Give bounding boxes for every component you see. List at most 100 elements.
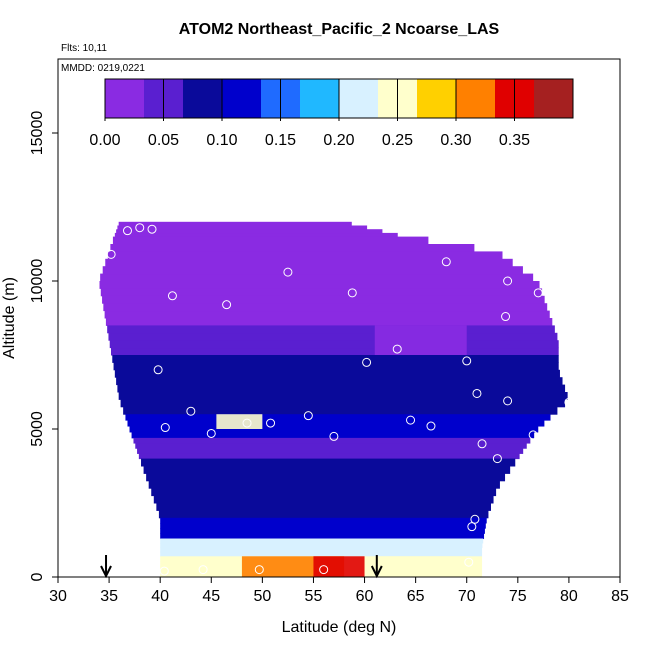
sample-point-6 [222, 300, 232, 310]
flight-arrowhead-1 [370, 565, 383, 579]
colorbar: 0.00 0.05 0.10 0.15 0.20 0.25 0.30 0.35 [89, 78, 574, 149]
heatmap-layer-11 [160, 533, 485, 540]
colorbar-swatch-8 [417, 79, 457, 118]
sample-point-10 [503, 276, 513, 286]
sample-point-36 [159, 566, 169, 576]
heatmap-layer-12 [160, 542, 483, 548]
sample-point-9 [441, 257, 451, 267]
sample-point-22 [303, 411, 313, 421]
heatmap-layer-12 [160, 551, 483, 557]
chart-title: ATOM2 Northeast_Pacific_2 Ncoarse_LAS [179, 21, 500, 38]
sample-point-34 [467, 522, 477, 532]
heatmap-layer-0 [118, 221, 352, 226]
heatmap-layer-1 [107, 251, 503, 260]
x-tick-label-1: 35 [100, 588, 118, 605]
plot-area [99, 221, 574, 579]
colorbar-tick-label-0: 0.00 [89, 132, 120, 149]
x-tick-label-11: 85 [611, 588, 629, 605]
heatmap-layer-10 [151, 488, 497, 497]
colorbar-tick-label-7: 0.35 [499, 132, 530, 149]
heatmap-layer-3 [105, 318, 553, 326]
colorbar-swatch-9 [456, 79, 496, 118]
heatmap-layer-9 [141, 458, 516, 467]
sample-point-2 [135, 223, 145, 233]
heatmap-cells [99, 221, 574, 577]
colorbar-swatch-2 [183, 79, 223, 118]
heatmap-layer-2 [99, 281, 540, 289]
sample-point-16 [462, 356, 472, 366]
sample-point-25 [242, 418, 252, 428]
sample-point-7 [283, 267, 293, 277]
y-tick-label-3: 15000 [29, 111, 46, 156]
heatmap-layer-4 [111, 347, 559, 356]
x-axis-label: Latitude (deg N) [282, 619, 397, 636]
heatmap-layer-0 [116, 229, 383, 234]
heatmap-layer-6 [118, 392, 568, 400]
heatmap-layer-5 [113, 362, 559, 371]
heatmap-layer-1 [110, 244, 475, 252]
heatmap-layer-3 [102, 295, 545, 304]
sample-point-26 [266, 418, 276, 428]
colorbar-tick-label-6: 0.30 [440, 132, 471, 149]
colorbar-swatch-6 [339, 79, 379, 118]
heatmap-hotspot-2 [313, 556, 365, 577]
y-axis: 0 5000 10000 15000 [29, 111, 58, 581]
x-tick-label-9: 75 [509, 588, 527, 605]
heatmap-layer-7 [127, 420, 545, 427]
sample-point-23 [160, 423, 170, 433]
sample-point-5 [167, 291, 177, 301]
sample-point-17 [153, 365, 163, 375]
heatmap-layer-12 [160, 538, 484, 544]
x-tick-label-2: 40 [151, 588, 169, 605]
x-tick-label-0: 30 [49, 588, 67, 605]
sample-point-3 [147, 224, 157, 234]
heatmap-layer-7 [131, 431, 535, 439]
heatmap-hotspot-4 [374, 325, 467, 355]
heatmap-layer-0 [114, 232, 398, 238]
plot-frame [57, 58, 621, 578]
x-axis: 30 35 40 45 50 55 60 65 70 75 80 85 [49, 577, 629, 605]
sample-point-14 [392, 344, 402, 354]
x-tick-label-10: 80 [560, 588, 578, 605]
colorbar-tick-label-4: 0.20 [323, 132, 354, 149]
y-tick-label-2: 10000 [29, 259, 46, 304]
heatmap-layer-4 [109, 340, 559, 349]
heatmap-layer-11 [160, 517, 487, 524]
heatmap-hotspot-3 [374, 556, 467, 577]
sample-point-38 [254, 565, 264, 575]
heatmap-layer-4 [108, 332, 558, 341]
sample-point-37 [198, 565, 208, 575]
sample-point-11 [533, 288, 543, 298]
heatmap-layer-1 [112, 236, 429, 245]
sample-point-8 [347, 288, 357, 298]
y-tick-label-1: 5000 [29, 411, 46, 447]
sample-point-15 [362, 357, 372, 367]
x-tick-label-6: 60 [356, 588, 374, 605]
x-tick-label-5: 55 [305, 588, 323, 605]
heatmap-layer-2 [100, 273, 534, 282]
y-axis-label: Altitude (m) [1, 277, 18, 359]
heatmap-layer-9 [148, 480, 500, 489]
colorbar-swatch-0 [105, 79, 145, 118]
x-tick-label-4: 50 [253, 588, 271, 605]
heatmap-layer-10 [156, 503, 491, 511]
heatmap-layer-6 [123, 406, 558, 415]
colorbar-tick-label-2: 0.10 [206, 132, 237, 149]
heatmap-layer-2 [102, 266, 523, 275]
sample-point-19 [503, 396, 513, 406]
colorbar-swatch-11 [534, 79, 574, 118]
date-annotation: MMDD: 0219,0221 [61, 63, 145, 74]
sample-point-21 [186, 406, 196, 416]
sample-point-29 [426, 421, 436, 431]
sample-point-35 [464, 557, 474, 567]
sample-point-28 [406, 415, 416, 425]
sample-point-32 [528, 430, 538, 440]
sample-point-30 [477, 439, 487, 449]
colorbar-tick-label-5: 0.25 [382, 132, 413, 149]
sample-point-13 [501, 312, 511, 322]
sample-point-0 [107, 223, 117, 233]
heatmap-layer-3 [104, 310, 550, 319]
heatmap-hotspot-0 [216, 414, 263, 429]
colorbar-swatch-3 [222, 79, 262, 118]
heatmap-layer-7 [125, 414, 551, 421]
